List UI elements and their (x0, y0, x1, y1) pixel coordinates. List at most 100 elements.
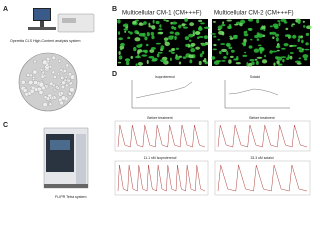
cell-signal (227, 25, 232, 30)
cell-signal (178, 61, 182, 65)
cell-signal (254, 34, 259, 39)
colony (67, 79, 71, 83)
cell-signal (273, 62, 276, 67)
cell-signal (159, 24, 162, 28)
cell-signal (151, 35, 155, 40)
cell-signal (286, 57, 290, 61)
cell-signal (221, 24, 226, 27)
cell-signal (276, 56, 283, 61)
cell-signal (203, 35, 208, 40)
colony (32, 78, 36, 81)
cell-signal (215, 60, 222, 63)
panel-title: Multicellular CM-1 (CM+++F) (122, 10, 202, 17)
colony (29, 73, 33, 77)
cell-signal (276, 60, 280, 65)
cell-signal (189, 59, 193, 64)
colony (60, 91, 64, 96)
cell-signal (301, 39, 304, 44)
colony (65, 63, 70, 68)
colony (48, 102, 53, 106)
trace-title: 33.3 uM sotalol (251, 156, 274, 160)
cell-signal (255, 60, 259, 66)
cell-signal (134, 37, 141, 42)
cell-signal (163, 37, 169, 41)
cell-signal (303, 25, 306, 28)
trace-line (117, 164, 206, 192)
cell-signal (222, 21, 225, 25)
colony (28, 80, 34, 85)
colony (51, 55, 56, 60)
cell-signal (146, 32, 150, 37)
cell-signal (292, 34, 297, 39)
cell-signal (142, 49, 148, 53)
cell-signal (120, 42, 125, 47)
cell-signal (142, 32, 146, 37)
cell-signal (229, 37, 234, 40)
cell-signal (188, 54, 194, 59)
colony (40, 74, 45, 79)
cell-signal (155, 20, 160, 25)
cell-signal (171, 51, 175, 54)
cell-signal (289, 55, 293, 60)
cell-signal (272, 23, 279, 28)
cell-signal (152, 57, 158, 62)
cell-signal (136, 44, 142, 48)
cell-signal (220, 43, 226, 46)
cell-signal (195, 31, 201, 35)
colony (33, 80, 38, 85)
colony (65, 83, 69, 88)
cell-signal (150, 31, 155, 36)
cell-signal (118, 31, 121, 35)
cell-signal (141, 54, 148, 57)
cell-signal (298, 49, 304, 53)
cell-signal (254, 58, 258, 61)
cell-signal (251, 61, 255, 66)
cell-signal (134, 30, 139, 34)
colony (41, 70, 45, 75)
colony (46, 56, 51, 62)
cell-signal (243, 33, 249, 37)
cell-signal (200, 22, 205, 25)
cell-signal (152, 19, 155, 24)
cell-signal (212, 20, 217, 23)
cell-signal (243, 38, 247, 44)
cell-signal (213, 43, 217, 47)
cell-signal (243, 41, 247, 47)
cell-signal (280, 56, 287, 58)
colony (68, 92, 72, 96)
cell-signal (197, 36, 200, 40)
cell-signal (258, 46, 264, 51)
cell-signal (129, 31, 133, 35)
cell-signal (256, 56, 263, 59)
cell-signal (246, 62, 249, 67)
cell-signal (165, 19, 170, 22)
cell-signal (301, 48, 304, 51)
cell-signal (124, 23, 129, 27)
cell-signal (249, 58, 255, 62)
cell-signal (135, 55, 141, 59)
cell-signal (277, 63, 283, 66)
cell-signal (294, 60, 301, 64)
cell-signal (132, 20, 137, 25)
trace-title: 11.1 nM Isoproterenol (144, 156, 177, 160)
colony (24, 92, 29, 97)
cell-signal (118, 37, 123, 41)
colony (49, 96, 53, 100)
cell-signal (289, 44, 293, 48)
panel-label: D (112, 71, 117, 78)
colony (53, 88, 57, 92)
cell-signal (262, 34, 266, 38)
colony (22, 88, 28, 93)
cell-signal (149, 49, 155, 53)
cell-signal (296, 46, 302, 50)
cell-signal (288, 35, 292, 39)
cell-signal (228, 46, 233, 50)
cell-signal (264, 54, 267, 58)
cell-signal (296, 62, 302, 65)
cell-signal (168, 49, 173, 53)
cell-signal (188, 33, 194, 38)
cell-signal (155, 42, 161, 45)
cell-signal (148, 22, 151, 27)
cell-signal (234, 23, 239, 26)
cell-signal (174, 35, 177, 41)
